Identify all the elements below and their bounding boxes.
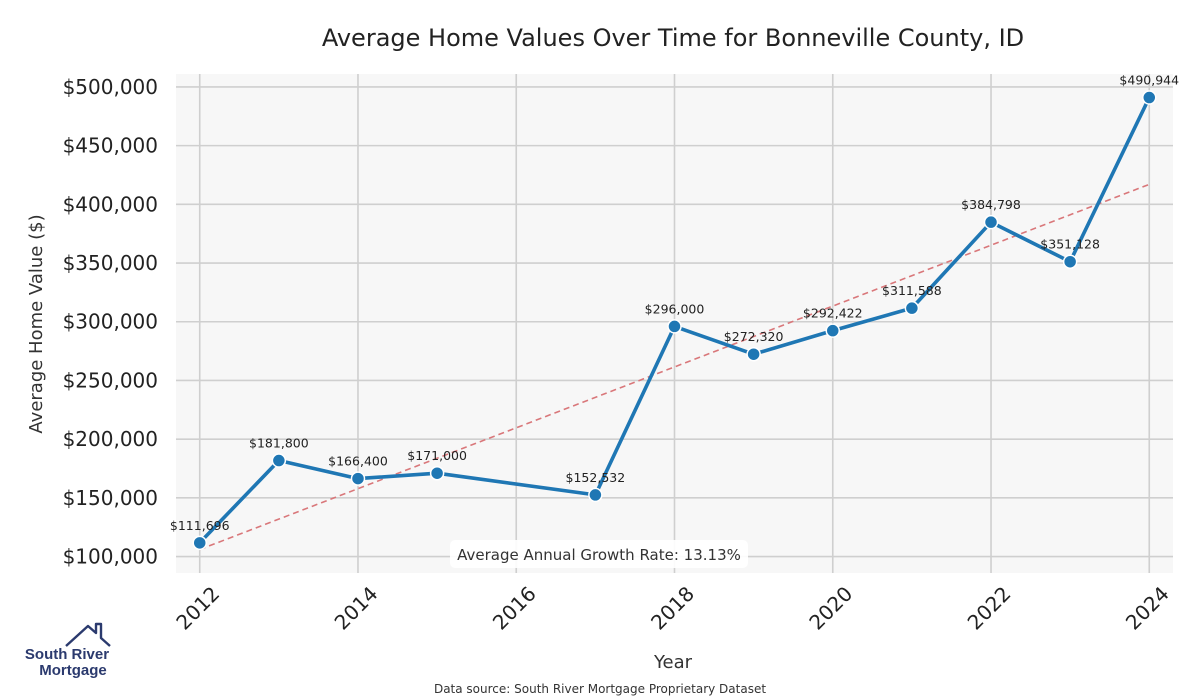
company-logo: South River Mortgage: [25, 622, 111, 679]
data-source-note: Data source: South River Mortgage Propri…: [434, 682, 766, 696]
point-label-2013: $181,800: [249, 436, 309, 451]
data-point-2014: [350, 471, 366, 486]
point-label-2022: $384,798: [961, 197, 1021, 212]
annotation-box: [450, 540, 748, 568]
y-tick-label-1: $150,000: [63, 486, 158, 510]
point-label-2023: $351,128: [1040, 237, 1100, 252]
y-tick-label-0: $100,000: [63, 545, 158, 569]
y-tick-label-6: $400,000: [63, 192, 158, 216]
x-tick-label-2: 2016: [488, 582, 541, 635]
series-layer: [192, 90, 1157, 551]
point-label-2021: $311,588: [882, 283, 942, 298]
y-tick-labels: $100,000 $150,000 $200,000 $250,000 $300,000…: [63, 75, 158, 569]
point-label-2018: $296,000: [645, 301, 705, 316]
data-point-2017: [588, 487, 603, 503]
x-tick-labels: 2012 2014 2016 2018 2020 2022 2024: [171, 582, 1173, 635]
point-label-2019: $272,320: [724, 329, 784, 344]
x-tick-label-3: 2018: [646, 582, 699, 635]
y-tick-label-2: $200,000: [63, 427, 158, 451]
data-point-2012: [192, 535, 207, 551]
logo-text-line1: South River: [25, 646, 109, 663]
data-point-2020: [825, 323, 841, 338]
data-point-2019: [746, 346, 761, 362]
y-tick-label-8: $500,000: [63, 75, 158, 99]
growth-rate-annotation: Average Annual Growth Rate: 13.13%: [450, 540, 748, 568]
y-tick-label-4: $300,000: [63, 310, 158, 334]
point-label-2020: $292,422: [803, 306, 863, 321]
data-point-2022: [983, 214, 999, 230]
x-tick-label-4: 2020: [804, 582, 857, 635]
data-point-2013: [271, 453, 287, 468]
data-point-2018: [667, 319, 682, 334]
data-point-2023: [1062, 254, 1078, 269]
annotation-text: Average Annual Growth Rate: 13.13%: [457, 546, 741, 564]
point-label-2024: $490,944: [1119, 73, 1179, 88]
point-label-2015: $171,000: [407, 448, 467, 463]
x-axis-label: Year: [653, 652, 693, 673]
data-point-2024: [1142, 90, 1157, 105]
point-label-2017: $152,532: [566, 470, 626, 485]
x-tick-label-5: 2022: [963, 582, 1016, 635]
y-axis-label: Average Home Value ($): [26, 214, 47, 433]
logo-text-line2: Mortgage: [39, 662, 107, 679]
y-tick-label-3: $250,000: [63, 368, 158, 392]
house-outline-icon: [65, 622, 111, 647]
y-tick-label-5: $350,000: [63, 251, 158, 275]
data-point-2021: [904, 300, 920, 316]
x-tick-label-0: 2012: [171, 582, 224, 635]
x-tick-label-6: 2024: [1121, 582, 1174, 635]
grid-lines: [176, 74, 1173, 573]
x-tick-label-1: 2014: [330, 582, 383, 635]
y-tick-label-7: $450,000: [63, 134, 158, 158]
data-point-2015: [429, 465, 445, 481]
point-label-layer: $111,696 $181,800 $166,400 $171,000 $152,532…: [170, 73, 1179, 533]
point-label-2012: $111,696: [170, 518, 230, 533]
point-label-2014: $166,400: [328, 454, 388, 469]
chart-title: Average Home Values Over Time for Bonnev…: [322, 24, 1024, 52]
series-line: [198, 96, 1151, 545]
